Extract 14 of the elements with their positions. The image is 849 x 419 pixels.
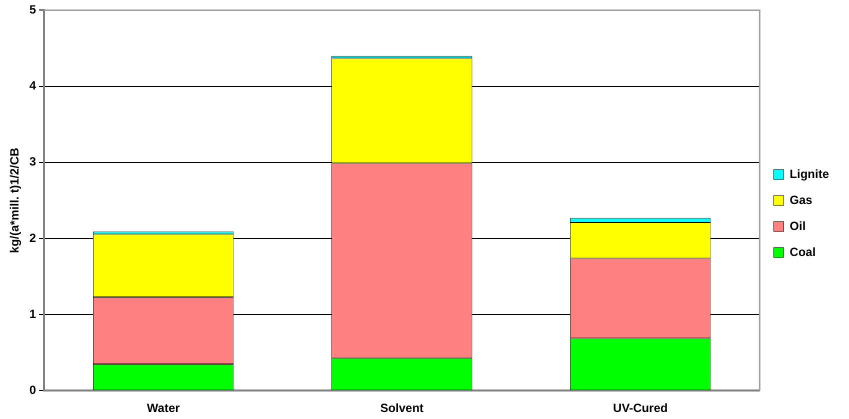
legend-label: Gas [790,192,813,207]
y-axis-title: kg/(a*mill. t)1/2/CB [8,147,22,254]
y-tick-label: 1 [29,306,36,321]
y-tick-label: 0 [29,382,36,397]
y-tick-label: 3 [29,154,36,169]
x-tick-label: Water [146,401,180,416]
x-tick-label: UV-Cured [613,401,668,416]
x-tick-label: Solvent [380,401,424,416]
y-tick-label: 2 [29,230,36,245]
y-tick-label: 5 [29,2,36,17]
legend-label: Lignite [790,166,830,181]
y-tick-label: 4 [29,78,36,93]
legend-label: Oil [790,218,806,233]
legend-label: Coal [790,244,816,259]
